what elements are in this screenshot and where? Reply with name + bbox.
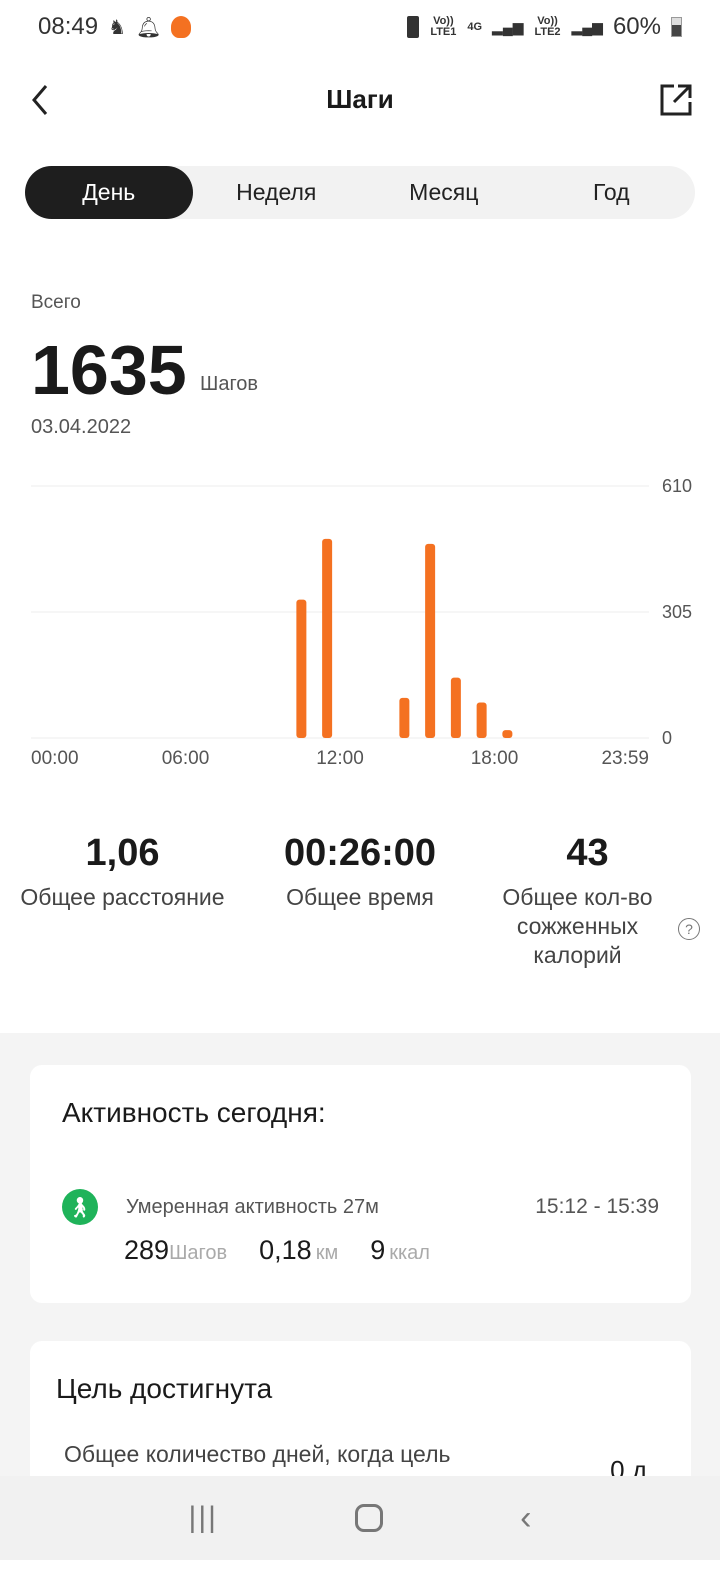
date: 03.04.2022 [31,416,132,438]
activity-card: Активность сегодня: 🚶︎ Умеренная активно… [30,1065,691,1303]
distance-unit: км [315,1242,339,1264]
x-tick-label: 00:00 [31,748,79,769]
x-tick-label: 23:59 [601,748,649,769]
chart-bar [425,543,436,738]
network-label-2: Vo)) LTE2 [534,15,561,38]
system-nav-bar: ||| ‹ [0,1476,720,1560]
app-notification-icon: ♞ [108,16,126,39]
back-icon[interactable] [24,80,64,120]
stat-distance: 1,06 Общее расстояние [0,832,245,970]
tab-week[interactable]: Неделя [236,179,317,205]
activity-distance: 0,18 [259,1235,312,1265]
status-bar: 08:49 ♞ 🔔︎ Vo)) LTE1 4G ▂▄▆ Vo)) LTE2 ▂▄… [0,0,720,54]
distance-value: 1,06 [85,832,160,874]
chart-bar [502,730,513,738]
nav-back-icon[interactable]: ‹ [520,1498,532,1537]
time-label: Общее время [286,884,434,910]
clock: 08:49 [38,13,99,40]
page-title: Шаги [326,83,394,114]
header: Шаги [0,54,720,144]
tab-day[interactable]: День [25,166,193,219]
stat-time: 00:26:00 Общее время [245,832,475,970]
signal-icon-1: ▂▄▆ [492,18,524,35]
y-tick-label: 0 [662,728,672,748]
x-tick-label: 18:00 [471,748,519,769]
stat-calories: 43 Общее кол-во сожженных калорий ? [475,832,700,970]
bell-icon: 🔔︎ [136,16,162,39]
x-tick-label: 12:00 [316,748,364,769]
chart-bar [450,677,461,738]
distance-label: Общее расстояние [20,884,225,910]
activity-steps: 289 [124,1235,170,1265]
calories-label: Общее кол-во сожженных калорий [502,884,653,968]
chart-bar [296,599,307,738]
y-tick-label: 610 [662,476,692,496]
activity-name: Умеренная активность 27м [126,1196,379,1218]
chart-bar [476,702,487,738]
network-type: 4G [467,20,483,33]
battery-icon [671,17,682,37]
home-icon[interactable] [355,1504,384,1532]
total-label: Всего [31,292,81,313]
network-label-1: Vo)) LTE1 [430,15,457,38]
time-value: 00:26:00 [283,832,437,874]
y-tick-label: 305 [662,602,692,622]
total-steps: 1635 [31,331,187,409]
tab-year[interactable]: Год [592,179,630,205]
walking-icon: 🚶︎ [62,1189,98,1225]
help-icon[interactable]: ? [678,918,700,940]
steps-chart: 610 305 0 00:00 06:00 12:00 18:00 23:59 [31,476,692,769]
steps-unit: Шагов [169,1242,228,1264]
activity-time: 15:12 - 15:39 [535,1195,659,1218]
calories-unit: ккал [389,1242,430,1264]
stats-row: 1,06 Общее расстояние 00:26:00 Общее время… [0,832,720,970]
battery-saver-icon [407,16,420,38]
recents-icon[interactable]: ||| [188,1501,218,1534]
chart-bar [322,538,333,738]
steps-unit: Шагов [200,373,259,395]
goal-title: Цель достигнута [56,1373,273,1404]
share-icon[interactable] [658,82,694,118]
orange-app-icon [171,16,192,38]
activity-calories: 9 [370,1235,386,1265]
x-tick-label: 06:00 [162,748,210,769]
goal-row-label: Общее количество дней, когда цель [64,1441,451,1467]
period-tabs: День Неделя Месяц Год [25,166,695,219]
chart-bar [399,697,410,738]
tab-month[interactable]: Месяц [409,179,479,205]
signal-icon-2: ▂▄▆ [571,18,603,35]
activity-title: Активность сегодня: [62,1097,326,1128]
calories-value: 43 [566,832,609,874]
battery-percent: 60% [612,13,661,40]
